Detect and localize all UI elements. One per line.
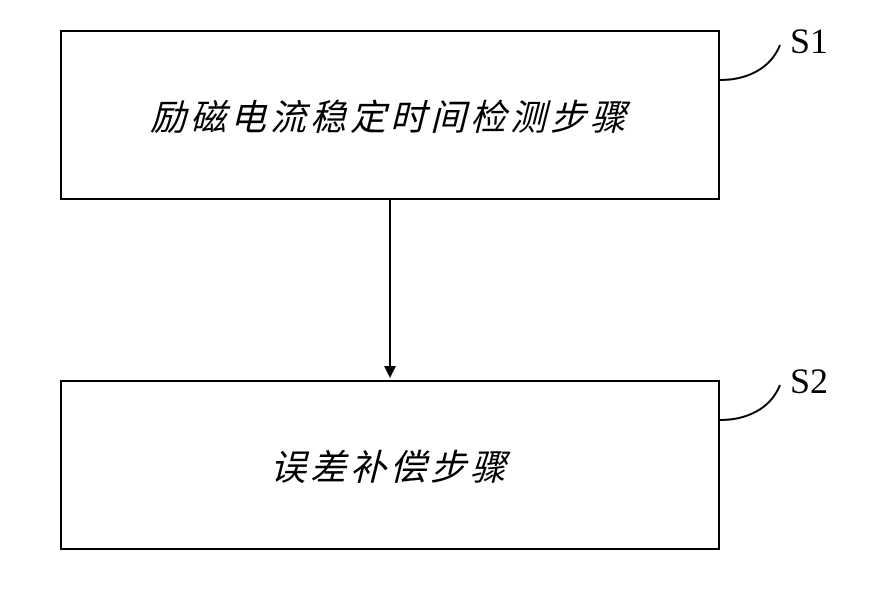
step-label-s1: S1 [790, 20, 828, 62]
label-connector-s1 [720, 45, 780, 80]
step-text-s2: 误差补偿步骤 [270, 439, 510, 491]
flowchart-canvas: 励磁电流稳定时间检测步骤 S1 误差补偿步骤 S2 [0, 0, 872, 591]
step-box-s1: 励磁电流稳定时间检测步骤 [60, 30, 720, 200]
step-box-s2: 误差补偿步骤 [60, 380, 720, 550]
step-label-s2: S2 [790, 360, 828, 402]
label-connector-s2 [720, 385, 780, 420]
step-text-s1: 励磁电流稳定时间检测步骤 [150, 89, 630, 141]
